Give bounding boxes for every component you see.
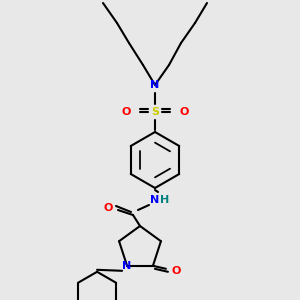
Text: O: O xyxy=(121,107,131,117)
Text: H: H xyxy=(160,195,169,205)
Text: O: O xyxy=(171,266,181,276)
Text: S: S xyxy=(151,107,159,117)
Text: N: N xyxy=(150,80,160,90)
Text: O: O xyxy=(103,203,113,213)
Text: N: N xyxy=(150,195,160,205)
Text: O: O xyxy=(179,107,189,117)
Text: N: N xyxy=(122,261,132,271)
